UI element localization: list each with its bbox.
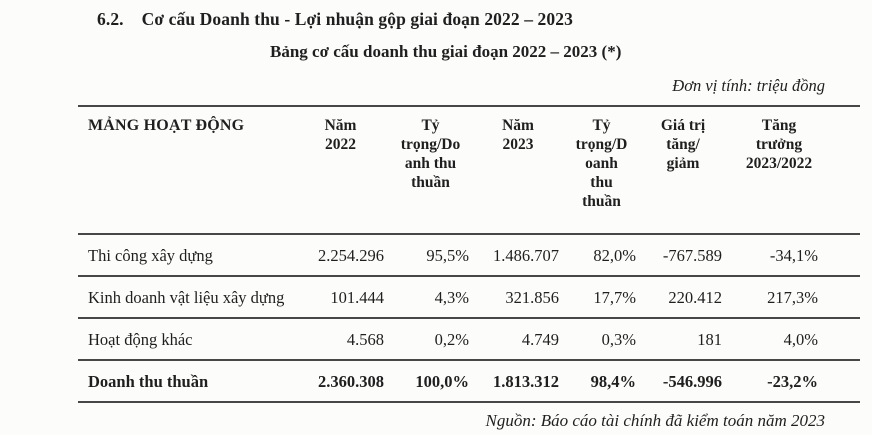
- table-cell: -767.589: [640, 234, 726, 277]
- revenue-structure-table: MẢNG HOẠT ĐỘNG Năm 2022 Tỷ trọng/Do anh …: [78, 105, 860, 403]
- table-cell: 82,0%: [563, 234, 640, 277]
- table-cell: 4,0%: [726, 318, 860, 361]
- table-cell: 100,0%: [388, 360, 473, 403]
- section-number: 6.2.: [97, 9, 124, 29]
- table-cell: 4.568: [293, 318, 388, 361]
- column-header-value-change: Giá trị tăng/ giảm: [640, 106, 726, 235]
- column-header-year-2023: Năm 2023: [473, 106, 563, 235]
- row-label: Hoạt động khác: [78, 318, 293, 361]
- source-note: Nguồn: Báo cáo tài chính đã kiểm toán nă…: [485, 411, 826, 430]
- unit-note: Đơn vị tính: triệu đồng: [672, 76, 825, 95]
- table-cell: -23,2%: [726, 360, 860, 403]
- table-cell: 220.412: [640, 276, 726, 319]
- table-cell: 0,2%: [388, 318, 473, 361]
- column-header-segment: MẢNG HOẠT ĐỘNG: [78, 106, 293, 235]
- table-caption: Bảng cơ cấu doanh thu giai đoạn 2022 – 2…: [270, 42, 622, 61]
- table-cell: 2.360.308: [293, 360, 388, 403]
- row-label: Thi công xây dựng: [78, 234, 293, 277]
- column-header-share-2023: Tỷ trọng/D oanh thu thuần: [563, 106, 640, 235]
- header-row: MẢNG HOẠT ĐỘNG Năm 2022 Tỷ trọng/Do anh …: [78, 106, 860, 235]
- table-cell: 2.254.296: [293, 234, 388, 277]
- table-cell: -546.996: [640, 360, 726, 403]
- section-title: Cơ cấu Doanh thu - Lợi nhuận gộp giai đo…: [141, 9, 573, 29]
- table-row-total: Doanh thu thuần 2.360.308 100,0% 1.813.3…: [78, 360, 860, 403]
- table-row: Thi công xây dựng 2.254.296 95,5% 1.486.…: [78, 234, 860, 277]
- column-header-year-2022: Năm 2022: [293, 106, 388, 235]
- table-cell: 1.813.312: [473, 360, 563, 403]
- table-cell: 0,3%: [563, 318, 640, 361]
- table-cell: 217,3%: [726, 276, 860, 319]
- table-cell: 4,3%: [388, 276, 473, 319]
- table-cell: 4.749: [473, 318, 563, 361]
- column-header-share-2022: Tỷ trọng/Do anh thu thuần: [388, 106, 473, 235]
- table-cell: 321.856: [473, 276, 563, 319]
- table-cell: 101.444: [293, 276, 388, 319]
- section-heading: 6.2. Cơ cấu Doanh thu - Lợi nhuận gộp gi…: [0, 0, 872, 29]
- table-cell: 98,4%: [563, 360, 640, 403]
- table-cell: -34,1%: [726, 234, 860, 277]
- table-row: Kinh doanh vật liệu xây dựng 101.444 4,3…: [78, 276, 860, 319]
- table-cell: 95,5%: [388, 234, 473, 277]
- table-cell: 181: [640, 318, 726, 361]
- table-cell: 17,7%: [563, 276, 640, 319]
- table-cell: 1.486.707: [473, 234, 563, 277]
- table-row: Hoạt động khác 4.568 0,2% 4.749 0,3% 181…: [78, 318, 860, 361]
- column-header-growth: Tăng trưởng 2023/2022: [726, 106, 860, 235]
- row-label: Doanh thu thuần: [78, 360, 293, 403]
- row-label: Kinh doanh vật liệu xây dựng: [78, 276, 293, 319]
